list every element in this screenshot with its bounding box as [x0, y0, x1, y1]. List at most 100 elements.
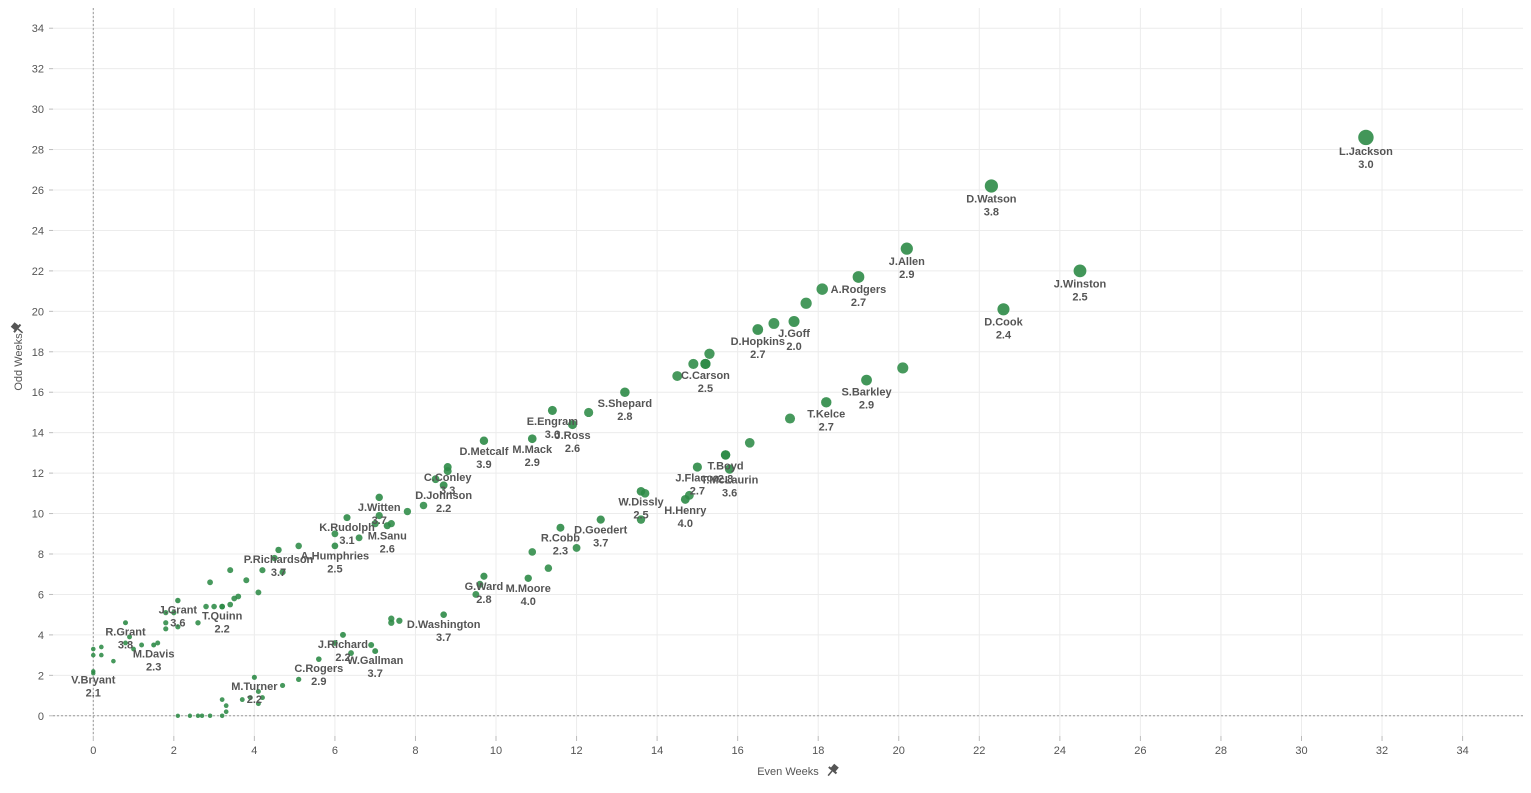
data-point[interactable] [383, 522, 391, 530]
data-point[interactable] [528, 548, 537, 556]
data-point[interactable] [127, 634, 132, 640]
data-point[interactable] [122, 620, 129, 626]
data-point[interactable] [556, 523, 565, 532]
data-point[interactable] [227, 601, 234, 608]
data-point[interactable] [243, 577, 250, 584]
data-point[interactable] [431, 475, 440, 484]
data-point[interactable] [203, 603, 209, 610]
data-point[interactable] [544, 564, 553, 572]
data-point[interactable] [388, 619, 395, 626]
data-point[interactable] [396, 617, 403, 624]
data-point[interactable] [720, 450, 731, 460]
data-point[interactable] [296, 676, 302, 683]
data-point[interactable] [259, 567, 266, 574]
data-point[interactable] [219, 603, 225, 610]
data-point[interactable] [316, 656, 322, 662]
data-point[interactable] [343, 514, 351, 522]
data-point[interactable] [275, 546, 282, 554]
x-axis-title[interactable]: Even Weeks [757, 766, 819, 778]
data-point[interactable] [223, 703, 229, 709]
data-point[interactable] [223, 709, 229, 715]
data-point[interactable] [139, 642, 145, 648]
data-point[interactable] [672, 371, 683, 382]
data-point[interactable] [700, 358, 711, 370]
data-point[interactable] [752, 324, 764, 335]
x-axis-title-group[interactable]: Even Weeks [757, 762, 840, 778]
data-point[interactable] [259, 695, 265, 701]
data-point[interactable] [372, 648, 379, 655]
data-point[interactable] [98, 644, 104, 650]
data-point[interactable] [704, 348, 715, 359]
data-point[interactable] [368, 642, 375, 648]
data-point[interactable] [279, 569, 286, 576]
data-point[interactable] [331, 542, 339, 550]
data-point[interactable] [724, 464, 735, 474]
data-point[interactable] [163, 620, 169, 626]
data-point[interactable] [744, 437, 755, 448]
data-point[interactable] [680, 494, 690, 504]
data-point[interactable] [171, 609, 177, 616]
data-point[interactable] [480, 572, 488, 580]
data-point[interactable] [331, 530, 339, 538]
data-point[interactable] [816, 283, 828, 295]
data-point[interactable] [271, 554, 278, 562]
data-point[interactable] [163, 609, 169, 616]
data-point[interactable] [476, 580, 484, 588]
data-point[interactable] [90, 646, 96, 652]
data-point[interactable] [1358, 129, 1374, 146]
data-point[interactable] [151, 642, 157, 648]
data-point[interactable] [239, 697, 245, 703]
data-point[interactable] [99, 652, 104, 658]
data-point[interactable] [155, 640, 161, 646]
data-point[interactable] [219, 697, 225, 702]
data-point[interactable] [1073, 264, 1087, 278]
data-point[interactable] [227, 567, 234, 574]
data-point[interactable] [821, 397, 832, 408]
data-point[interactable] [439, 481, 448, 490]
data-point[interactable] [199, 713, 205, 719]
data-point[interactable] [123, 640, 128, 646]
data-point[interactable] [852, 271, 865, 283]
data-point[interactable] [255, 701, 261, 707]
data-point[interactable] [219, 713, 225, 719]
data-point[interactable] [636, 515, 646, 524]
data-point[interactable] [195, 620, 201, 626]
data-point[interactable] [527, 434, 537, 444]
data-point[interactable] [479, 436, 489, 445]
data-point[interactable] [255, 689, 261, 695]
data-point[interactable] [235, 593, 242, 600]
data-point[interactable] [524, 574, 532, 582]
data-point[interactable] [90, 652, 96, 658]
data-point[interactable] [572, 544, 581, 552]
data-point[interactable] [111, 658, 116, 664]
data-point[interactable] [340, 631, 346, 638]
data-point[interactable] [596, 515, 605, 524]
data-point[interactable] [131, 646, 136, 652]
data-point[interactable] [163, 626, 169, 632]
y-axis-title-group[interactable]: Odd Weeks [9, 321, 25, 391]
data-point[interactable] [897, 362, 909, 374]
data-point[interactable] [440, 611, 447, 618]
data-point[interactable] [800, 297, 812, 309]
data-point[interactable] [247, 695, 253, 701]
data-point[interactable] [768, 318, 780, 329]
data-point[interactable] [568, 420, 578, 430]
data-point[interactable] [175, 713, 181, 718]
data-point[interactable] [861, 374, 872, 386]
data-point[interactable] [295, 542, 302, 550]
data-point[interactable] [692, 462, 702, 472]
data-point[interactable] [443, 463, 452, 472]
data-point[interactable] [279, 682, 286, 689]
data-point[interactable] [472, 590, 480, 598]
data-point[interactable] [207, 579, 213, 586]
data-point[interactable] [620, 387, 630, 397]
data-point[interactable] [207, 713, 213, 719]
pin-icon[interactable] [9, 321, 25, 337]
data-point[interactable] [175, 624, 181, 630]
data-point[interactable] [175, 597, 181, 604]
data-point[interactable] [187, 713, 193, 719]
data-point[interactable] [984, 179, 998, 193]
y-axis-title[interactable]: Odd Weeks [13, 333, 25, 391]
data-point[interactable] [251, 674, 257, 680]
data-point[interactable] [403, 507, 412, 516]
